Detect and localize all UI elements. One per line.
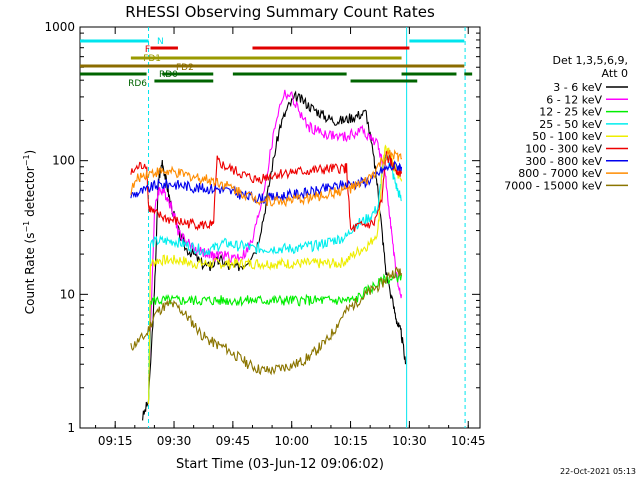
legend-label: 800 - 7000 keV (518, 167, 602, 180)
y-tick-label: 1 (67, 421, 75, 435)
legend-label: 100 - 300 keV (525, 143, 602, 156)
x-tick-label: 09:15 (98, 434, 133, 448)
y-tick-label: 1000 (44, 20, 75, 34)
x-tick-label: 09:45 (216, 434, 251, 448)
x-tick-label: 09:30 (157, 434, 192, 448)
flag-label-n: N (157, 37, 164, 47)
legend-label: 300 - 800 keV (525, 155, 602, 168)
y-tick-label: 10 (60, 287, 75, 301)
legend-title-line2: Att 0 (602, 67, 628, 80)
generation-timestamp: 22-Oct-2021 05:13 (560, 467, 636, 476)
legend-label: 25 - 50 keV (539, 118, 602, 131)
x-axis: 09:15 09:30 09:45 10:00 10:15 10:30 10:45 (95, 27, 486, 448)
flag-label-fd1: FD1 (143, 54, 161, 64)
legend-label: 6 - 12 keV (546, 93, 602, 106)
legend-label: 3 - 6 keV (553, 81, 602, 94)
y-axis-label: Count Rate (s−1 detector−1) (22, 150, 37, 314)
x-tick-label: 10:30 (392, 434, 427, 448)
flag-label-rd6: RD6 (128, 79, 147, 89)
x-tick-label: 10:15 (333, 434, 368, 448)
series-line-0 (142, 90, 407, 421)
legend-label: 12 - 25 keV (539, 106, 602, 119)
plot-area (79, 26, 481, 429)
series-line-7 (130, 148, 403, 208)
series-line-4 (147, 144, 403, 404)
flag-label-fd2: FD2 (176, 63, 194, 73)
chart-title: RHESSI Observing Summary Count Rates (125, 3, 435, 21)
series-group (130, 89, 407, 421)
x-tick-label: 10:00 (274, 434, 309, 448)
series-line-5 (130, 151, 403, 232)
series-line-3 (147, 154, 402, 403)
legend-title-line1: Det 1,3,5,6,9, (552, 54, 628, 67)
series-line-2 (147, 273, 403, 401)
x-axis-label: Start Time (03-Jun-12 09:06:02) (176, 457, 384, 472)
series-line-8 (130, 266, 403, 376)
legend-label: 7000 - 15000 keV (504, 179, 602, 192)
flag-label-f: F (145, 45, 150, 55)
y-tick-label: 100 (52, 154, 75, 168)
flag-label-rd0: RD0 (159, 70, 178, 80)
x-tick-label: 10:45 (451, 434, 486, 448)
legend-label: 50 - 100 keV (532, 130, 602, 143)
y-axis: 1 10 100 1000 (44, 20, 480, 435)
plot-frame (79, 26, 481, 429)
